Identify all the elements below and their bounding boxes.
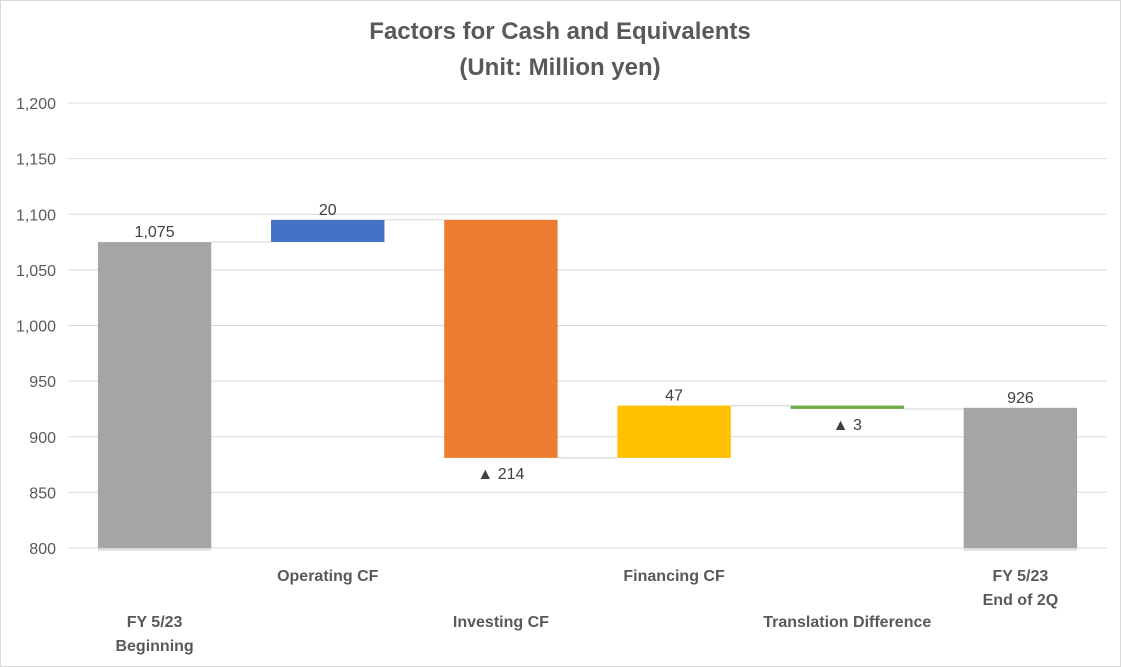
- y-tick-label: 1,200: [16, 96, 56, 113]
- x-category-label: Operating CF: [277, 568, 379, 585]
- data-labels: 1,075 20 ▲ 214 47 ▲ 3 926: [135, 202, 1034, 483]
- x-category-label: Translation Difference: [763, 614, 931, 631]
- y-tick-label: 900: [29, 430, 56, 447]
- data-label: 1,075: [135, 224, 175, 241]
- data-label: 926: [1007, 390, 1034, 407]
- bar: [97, 242, 212, 548]
- x-category-label: FY 5/23 Beginning: [115, 614, 193, 655]
- y-tick-label: 850: [29, 485, 56, 502]
- x-category-label: Financing CF: [623, 568, 725, 585]
- gridlines: [68, 102, 1107, 549]
- chart-subtitle: (Unit: Million yen): [459, 54, 660, 81]
- bar: [963, 407, 1078, 548]
- y-tick-label: 1,100: [16, 207, 56, 224]
- data-label: ▲ 214: [477, 466, 524, 483]
- data-label: 47: [665, 388, 683, 405]
- x-category-label: Investing CF: [453, 614, 549, 631]
- bar: [790, 405, 904, 409]
- y-tick-label: 1,050: [16, 263, 56, 280]
- bar: [617, 405, 731, 458]
- bars: [97, 219, 1078, 551]
- data-label: 20: [319, 202, 337, 219]
- x-category-label: FY 5/23 End of 2Q: [983, 568, 1059, 609]
- data-label: ▲ 3: [833, 417, 862, 434]
- chart-title: Factors for Cash and Equivalents: [369, 18, 750, 45]
- y-tick-label: 800: [29, 541, 56, 558]
- connector-lines: [211, 219, 964, 459]
- bar: [444, 219, 558, 458]
- y-axis-tick-labels: 800 850 900 950 1,000 1,050 1,100 1,150 1,200: [16, 96, 56, 558]
- bar: [271, 219, 385, 243]
- y-tick-label: 1,000: [16, 319, 56, 336]
- x-axis-category-labels: FY 5/23 Beginning Operating CF Investing CF…: [115, 568, 1058, 655]
- y-tick-label: 950: [29, 374, 56, 391]
- y-tick-label: 1,150: [16, 152, 56, 169]
